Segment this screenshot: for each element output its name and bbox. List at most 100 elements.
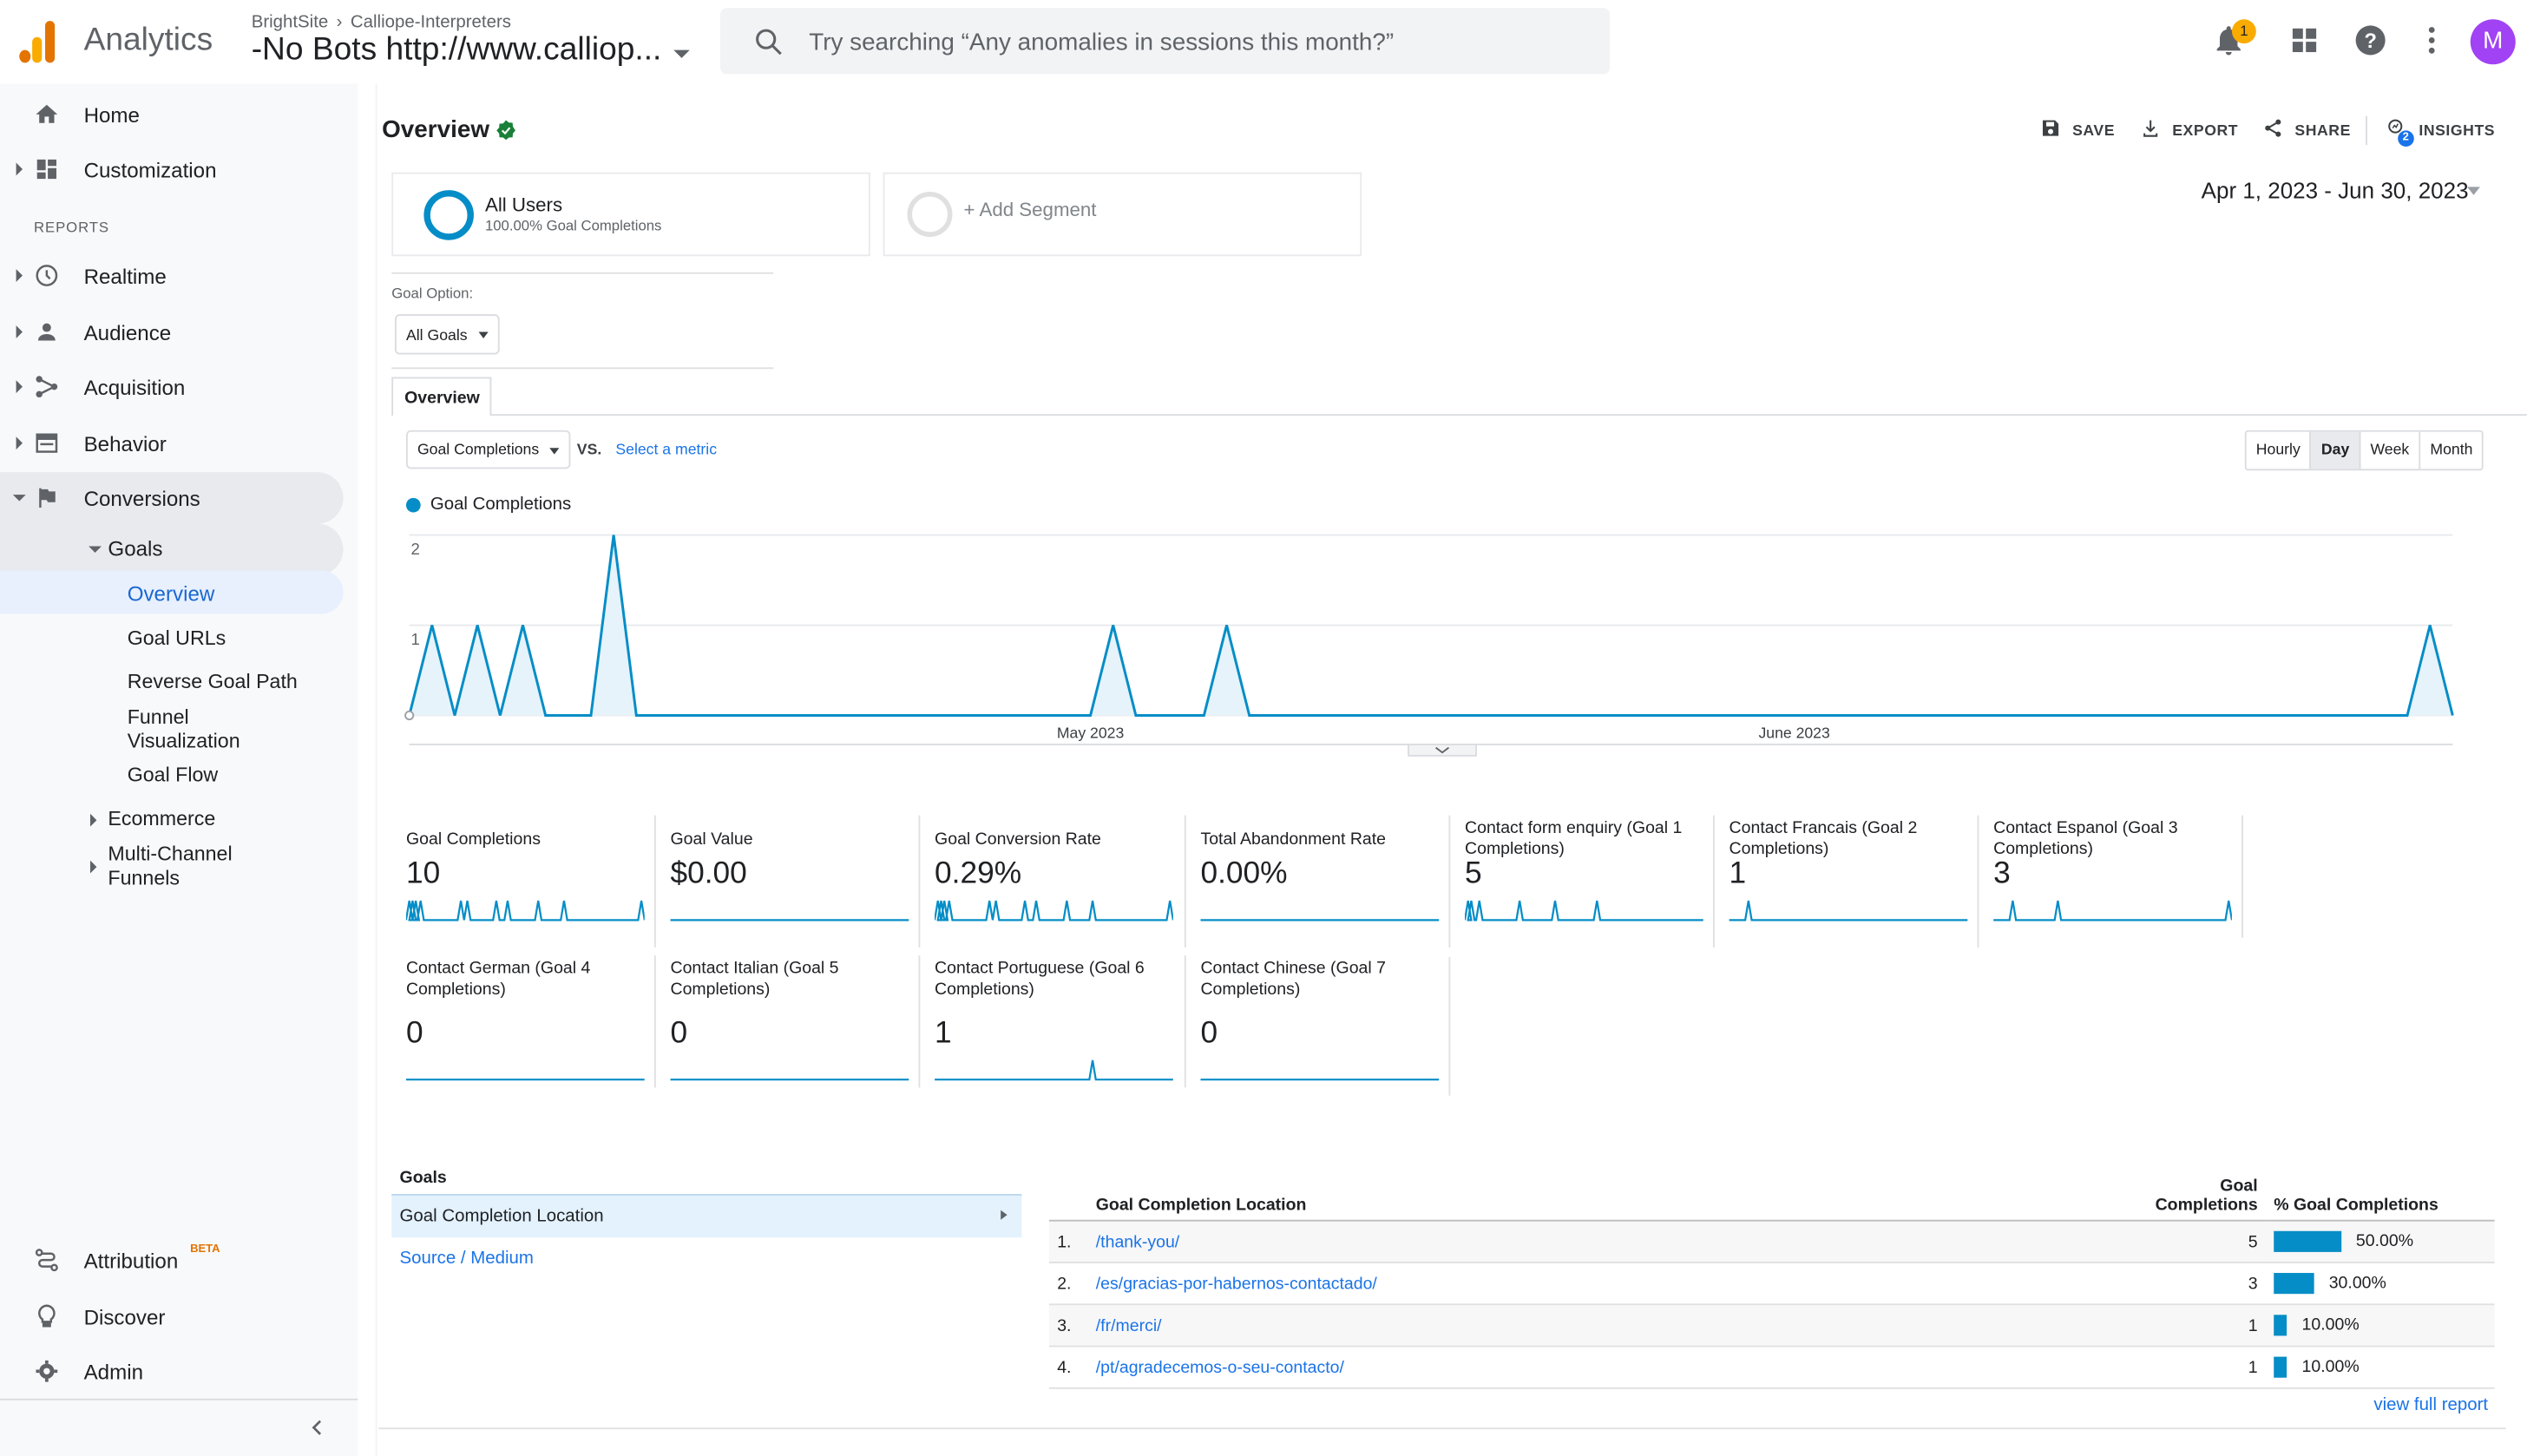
goal-option-select[interactable]: All Goals [394,314,500,355]
nav-admin[interactable]: Admin [0,1346,344,1397]
nav-realtime[interactable]: Realtime [0,250,344,301]
segment-ring-icon [423,190,474,240]
nav-goal-flow[interactable]: Goal Flow [127,764,219,787]
caret-down-icon[interactable] [673,49,690,67]
scorecard-title: Contact Portuguese (Goal 6 Completions) [935,958,1145,999]
scorecard[interactable]: Goal Completions 10 [393,828,651,963]
scorecard-value: $0.00 [670,856,747,891]
nav-home[interactable]: Home [0,89,344,140]
percent-bar [2274,1273,2315,1295]
scorecard[interactable]: Contact German (Goal 4 Completions) 0 [393,959,651,1104]
date-range-selector[interactable]: Apr 1, 2023 - Jun 30, 2023 [2201,177,2469,203]
percent-value: 10.00% [2301,1357,2360,1377]
percent-bar [2274,1315,2287,1336]
save-label: SAVE [2072,122,2116,141]
nav-behavior-label: Behavior [83,431,167,456]
granularity-month[interactable]: Month [2430,441,2473,460]
row-index: 3. [1048,1304,1088,1348]
collapse-sidebar-icon[interactable] [306,1416,329,1439]
tab-overview[interactable]: Overview [391,377,492,416]
tab-divider [491,414,2527,416]
granularity-hourly[interactable]: Hourly [2247,431,2312,469]
nav-goals-overview[interactable]: Overview [0,570,344,614]
scorecard[interactable]: Goal Value $0.00 [658,828,916,963]
scorecard[interactable]: Contact form enquiry (Goal 1 Completions… [1452,818,1710,963]
sparkline [670,1079,909,1081]
nav-goal-urls[interactable]: Goal URLs [127,626,226,650]
scorecard[interactable]: Total Abandonment Rate 0.00% [1188,828,1446,963]
segment-all-users[interactable]: All Users 100.00% Goal Completions [391,172,870,257]
location-link[interactable]: /fr/merci/ [1095,1315,1162,1335]
footer-divider [378,1427,2506,1430]
scorecard-value: 0.29% [935,856,1022,891]
segment-name: All Users [484,193,563,216]
nav-acquisition[interactable]: Acquisition [0,361,344,412]
sparkline [405,900,645,921]
account-breadcrumb[interactable]: BrightSite › Calliope-Interpreters [252,13,511,32]
scorecard[interactable]: Contact Chinese (Goal 7 Completions) 0 [1188,959,1446,1104]
help-icon[interactable]: ? [2353,23,2388,58]
metric-select[interactable]: Goal Completions [405,430,571,469]
source-medium-link[interactable]: Source / Medium [399,1249,534,1269]
location-link[interactable]: /es/gracias-por-habernos-contactado/ [1095,1273,1377,1294]
table-row[interactable]: 4. /pt/agradecemos-o-seu-contacto/1 10.00% [1048,1346,2495,1389]
svg-text:?: ? [2364,30,2377,53]
action-divider [2366,115,2367,146]
row-index: 1. [1048,1220,1088,1263]
goal-completion-location-option[interactable]: Goal Completion Location [391,1194,1022,1238]
view-full-report-link[interactable]: view full report [2373,1395,2489,1415]
nav-goals[interactable]: Goals [0,523,344,575]
scorecard[interactable]: Contact Italian (Goal 5 Completions) 0 [658,959,916,1104]
beta-badge: BETA [190,1243,220,1256]
nav-discover[interactable]: Discover [0,1290,344,1341]
nav-multichannel[interactable]: Multi-Channel Funnels [0,843,344,897]
legend-label: Goal Completions [430,495,572,515]
nav-attribution[interactable]: Attribution BETA [0,1234,344,1285]
view-selector[interactable]: -No Bots http://www.calliop... [251,32,662,68]
page-title: Overview [382,115,490,144]
scorecard-divider [1448,957,1451,1096]
nav-ecommerce[interactable]: Ecommerce [0,795,344,846]
scorecard[interactable]: Contact Francais (Goal 2 Completions) 1 [1716,818,1974,963]
sparkline-line [1729,900,1968,921]
nav-customization[interactable]: Customization [0,143,344,194]
scorecard-value: 1 [1729,856,1747,891]
nav-funnel-visualization[interactable]: Funnel Visualization [127,705,240,753]
analytics-logo[interactable] [16,21,58,63]
search-input[interactable]: Try searching “Any anomalies in sessions… [809,29,1395,56]
share-label: SHARE [2294,122,2351,141]
search-bar[interactable]: Try searching “Any anomalies in sessions… [720,8,1611,75]
save-icon [2042,120,2059,136]
table-row[interactable]: 1. /thank-you/5 50.00% [1048,1220,2495,1263]
flag-icon [39,488,56,508]
apps-grid-icon[interactable] [2287,23,2322,58]
granularity-week[interactable]: Week [2360,431,2421,469]
caret-down-icon[interactable] [2467,187,2480,201]
caret-down-icon [549,448,560,459]
nav-reverse-goal-path[interactable]: Reverse Goal Path [127,670,298,693]
nav-behavior[interactable]: Behavior [0,417,344,469]
location-link[interactable]: /pt/agradecemos-o-seu-contacto/ [1095,1357,1344,1377]
scorecard[interactable]: Contact Portuguese (Goal 6 Completions) 1 [922,959,1179,1104]
table-row[interactable]: 3. /fr/merci/1 10.00% [1048,1304,2495,1348]
granularity-day[interactable]: Day [2311,431,2361,469]
table-row[interactable]: 2. /es/gracias-por-habernos-contactado/3 3… [1048,1262,2495,1306]
scorecard-title: Contact Espanol (Goal 3 Completions) [1993,818,2178,858]
divider [391,367,774,370]
row-percent: 10.00% [2265,1304,2495,1348]
gear-icon [36,1360,58,1382]
expand-arrow-icon [16,436,30,450]
account-avatar[interactable]: M [2470,19,2516,65]
sparkline [1465,900,1703,921]
nav-conversions[interactable]: Conversions [0,472,344,524]
collapse-arrow-icon [89,546,102,560]
goal-completions-chart[interactable]: 1 2 May 2023 June 2023 [403,515,2482,758]
scorecard[interactable]: Contact Espanol (Goal 3 Completions) 3 [1980,818,2238,963]
scorecard[interactable]: Goal Conversion Rate 0.29% [922,828,1179,963]
more-vert-icon[interactable] [2414,23,2450,58]
select-metric-link[interactable]: Select a metric [615,441,718,460]
add-segment-button[interactable]: + Add Segment [883,172,1362,257]
chevron-down-icon [1435,746,1450,754]
location-link[interactable]: /thank-you/ [1095,1231,1180,1251]
nav-audience[interactable]: Audience [0,306,344,357]
